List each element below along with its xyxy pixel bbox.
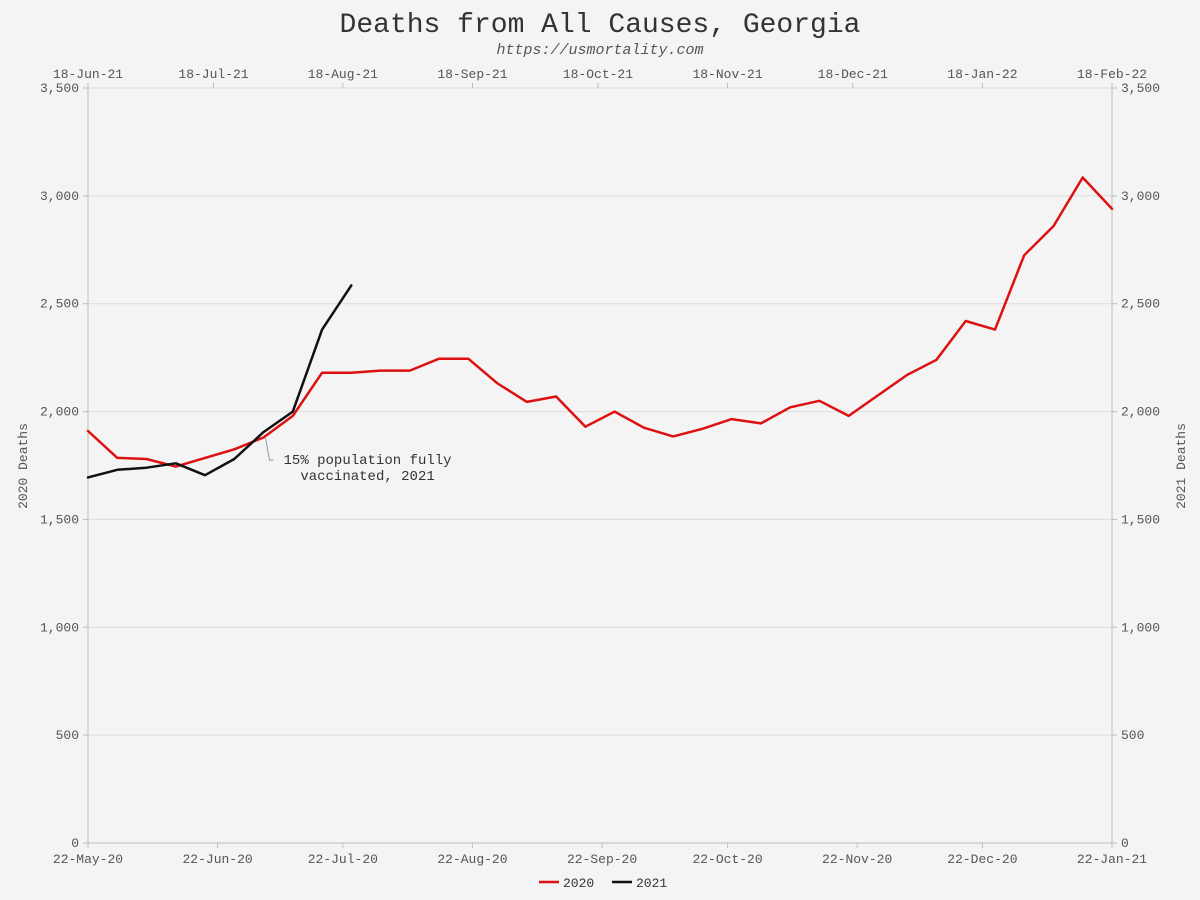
y-axis-label-left: 2020 Deaths (16, 423, 31, 509)
series-lines (86, 176, 1114, 479)
x-tick-label-top: 18-Jun-21 (53, 67, 123, 82)
x-tick-label-top: 18-Feb-22 (1077, 67, 1147, 82)
x-tick-label-bottom: 22-Oct-20 (692, 852, 762, 867)
chart-title: Deaths from All Causes, Georgia (340, 10, 861, 41)
y-tick-label-left: 2,000 (40, 405, 79, 420)
x-tick-label-bottom: 22-Jul-20 (308, 852, 378, 867)
axes (83, 83, 1117, 848)
y-tick-label-left: 2,500 (40, 297, 79, 312)
x-tick-label-bottom: 22-Sep-20 (567, 852, 637, 867)
y-tick-label-right: 1,500 (1121, 512, 1160, 527)
x-tick-label-top: 18-Sep-21 (437, 67, 507, 82)
y-tick-label-right: 500 (1121, 728, 1144, 743)
y-tick-label-right: 1,000 (1121, 620, 1160, 635)
y-tick-label-right: 2,500 (1121, 297, 1160, 312)
y-tick-label-right: 3,500 (1121, 81, 1160, 96)
x-tick-label-top: 18-Aug-21 (308, 67, 378, 82)
x-tick-label-top: 18-Jan-22 (947, 67, 1017, 82)
y-tick-label-right: 2,000 (1121, 405, 1160, 420)
y-axis-label-right: 2021 Deaths (1174, 423, 1189, 509)
y-tick-label-left: 0 (71, 836, 79, 851)
tick-labels: 0 0 500 500 1,000 1,000 1,500 1,500 2,000 2,000 2,… (40, 67, 1160, 867)
y-tick-label-left: 1,000 (40, 620, 79, 635)
chart-subtitle: https://usmortality.com (496, 42, 703, 59)
series-line-2021 (86, 284, 353, 479)
x-tick-label-top: 18-Nov-21 (692, 67, 762, 82)
legend-label-2020: 2020 (563, 876, 594, 891)
y-tick-label-right: 3,000 (1121, 189, 1160, 204)
x-tick-label-bottom: 22-Aug-20 (437, 852, 507, 867)
y-tick-label-left: 1,500 (40, 512, 79, 527)
x-tick-label-top: 18-Dec-21 (818, 67, 888, 82)
x-tick-label-bottom: 22-May-20 (53, 852, 123, 867)
x-tick-label-bottom: 22-Jun-20 (182, 852, 252, 867)
annotation-text: vaccinated, 2021 (300, 469, 434, 485)
x-tick-label-top: 18-Jul-21 (178, 67, 248, 82)
y-tick-label-left: 3,500 (40, 81, 79, 96)
grid-lines (88, 87, 1112, 844)
y-tick-label-left: 3,000 (40, 189, 79, 204)
series-line-2020 (86, 176, 1114, 468)
annotation-leader (265, 437, 274, 461)
x-tick-label-bottom: 22-Jan-21 (1077, 852, 1147, 867)
legend: 2020 2021 (539, 876, 667, 891)
y-tick-label-right: 0 (1121, 836, 1129, 851)
y-tick-label-left: 500 (56, 728, 79, 743)
x-tick-label-bottom: 22-Nov-20 (822, 852, 892, 867)
annotation-text: 15% population fully (284, 453, 452, 469)
x-tick-label-top: 18-Oct-21 (563, 67, 633, 82)
x-tick-label-bottom: 22-Dec-20 (947, 852, 1017, 867)
legend-label-2021: 2021 (636, 876, 667, 891)
